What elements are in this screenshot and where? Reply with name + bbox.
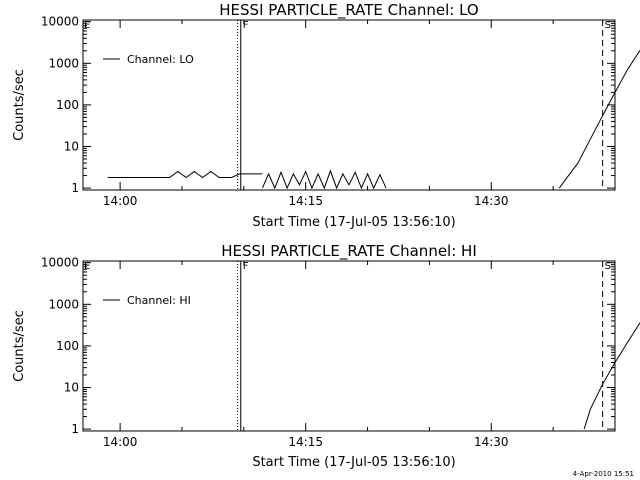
chart-title: HESSI PARTICLE_RATE Channel: LO [219,1,478,20]
marker-label: E [84,20,90,31]
timestamp: 4-Apr-2010 15:51 [572,470,634,478]
series-line [107,170,263,179]
y-axis-label: Counts/sec [12,69,27,141]
x-tick-label: 14:30 [474,435,509,449]
y-tick-label: 1000 [48,297,79,311]
marker-label: E [84,261,90,272]
marker-label: F [243,261,249,272]
y-tick-label: 1 [71,422,79,436]
marker-label: S [605,20,611,31]
x-tick-label: 14:15 [288,435,323,449]
series-line [261,169,387,190]
x-tick-label: 14:30 [474,194,509,208]
x-tick-label: 14:00 [103,435,138,449]
y-axis-label: Counts/sec [12,310,27,382]
y-tick-label: 10 [64,140,79,154]
y-tick-label: 100 [56,339,79,353]
marker-label: F [243,20,249,31]
x-axis-label: Start Time (17-Jul-05 13:56:10) [252,215,455,230]
y-tick-label: 1000 [48,56,79,70]
y-tick-label: 10 [64,381,79,395]
y-tick-label: 1 [71,181,79,195]
legend-label: Channel: HI [127,294,191,307]
y-tick-label: 10000 [41,15,79,29]
plot-frame [82,260,616,432]
chart-panel-hi: HESSI PARTICLE_RATE Channel: HI 14:00 14:1… [12,242,640,470]
marker-label: S [605,261,611,272]
chart-title: HESSI PARTICLE_RATE Channel: HI [221,242,477,261]
legend-label: Channel: LO [127,53,194,66]
x-tick-label: 14:15 [288,194,323,208]
series-line [558,49,640,189]
chart-panel-lo: HESSI PARTICLE_RATE Channel: LO 14:00 14:1… [12,1,640,230]
x-axis-label: Start Time (17-Jul-05 13:56:10) [252,455,455,470]
y-tick-label: 10000 [41,256,79,270]
plot-frame [82,19,616,191]
x-tick-label: 14:00 [103,194,138,208]
y-tick-label: 100 [56,98,79,112]
